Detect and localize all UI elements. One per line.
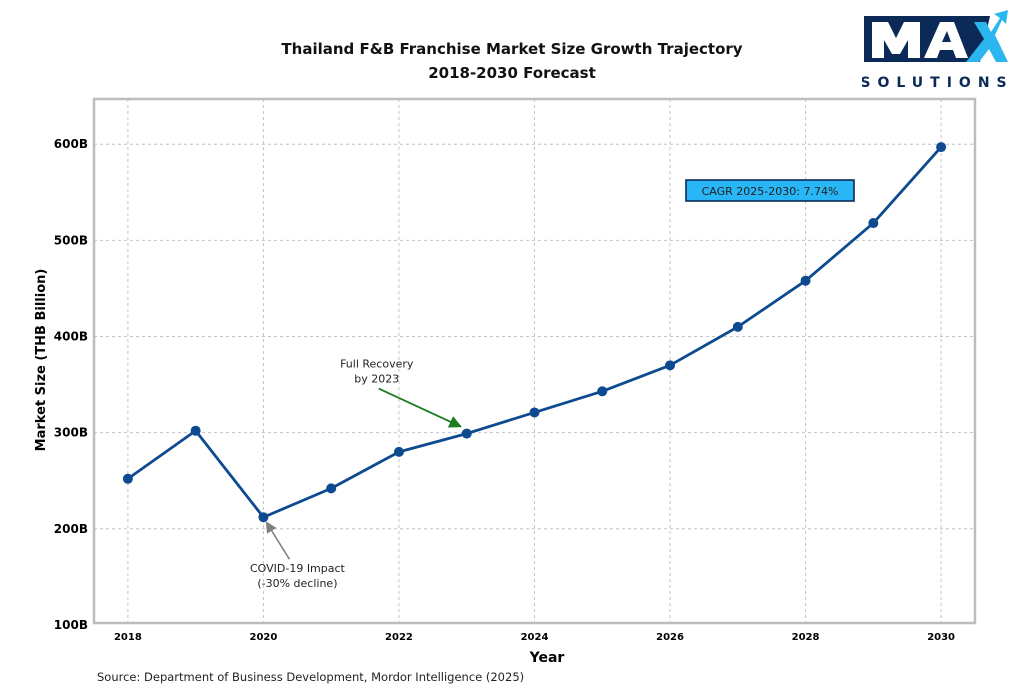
data-point-2024: [529, 407, 540, 418]
max-solutions-logo: SOLUTIONS: [862, 10, 1012, 91]
data-point-2021: [326, 483, 337, 494]
y-axis-ticks: 100B 200B 300B 400B 500B 600B: [54, 137, 88, 632]
grid-lines: [94, 99, 975, 623]
x-tick-label: 2018: [114, 632, 142, 643]
x-tick-label: 2026: [656, 632, 684, 643]
recovery-annotation-line1: Full Recovery: [340, 358, 414, 371]
annotations: COVID-19 Impact (-30% decline) Full Reco…: [250, 179, 855, 590]
data-point-2023: [461, 428, 472, 439]
data-point-2027: [732, 321, 743, 332]
x-tick-label: 2030: [927, 632, 955, 643]
logo-letter-x: [966, 10, 1008, 62]
y-axis-label: Market Size (THB Billion): [34, 269, 49, 452]
data-point-2028: [800, 275, 811, 286]
data-point-2030: [936, 142, 947, 153]
data-point-2026: [665, 360, 676, 371]
data-point-2019: [190, 425, 201, 436]
cagr-label: CAGR 2025-2030: 7.74%: [702, 185, 839, 198]
y-tick-label: 300B: [54, 426, 88, 440]
logo-tagline: SOLUTIONS: [862, 75, 1012, 91]
x-tick-label: 2022: [385, 632, 413, 643]
x-axis-label: Year: [529, 650, 565, 666]
x-tick-label: 2028: [792, 632, 820, 643]
recovery-annotation-arrow: [378, 387, 462, 428]
data-point-2025: [597, 386, 608, 397]
chart-subtitle: 2018-2030 Forecast: [428, 64, 596, 82]
plot-frame: [92, 97, 977, 625]
x-tick-label: 2024: [521, 632, 549, 643]
data-point-2018: [122, 473, 133, 484]
covid-annotation-arrow: [265, 521, 291, 560]
y-tick-label: 400B: [54, 329, 88, 343]
x-axis-ticks: 2018 2020 2022 2024 2026 2028 2030: [114, 632, 955, 643]
x-tick-label: 2020: [250, 632, 278, 643]
source-note: Source: Department of Business Developme…: [97, 670, 525, 684]
data-points: [122, 142, 947, 523]
y-tick-label: 600B: [54, 137, 88, 151]
chart-title: Thailand F&B Franchise Market Size Growt…: [281, 40, 743, 58]
chart-title-block: Thailand F&B Franchise Market Size Growt…: [0, 37, 1024, 85]
data-point-2022: [393, 446, 404, 457]
y-tick-label: 200B: [54, 522, 88, 536]
covid-annotation-line1: COVID-19 Impact: [250, 562, 346, 575]
recovery-annotation-line2: by 2023: [354, 373, 399, 386]
y-tick-label: 500B: [54, 233, 88, 247]
y-tick-label: 100B: [54, 618, 88, 632]
data-point-2029: [868, 218, 879, 229]
covid-annotation-line2: (-30% decline): [257, 577, 337, 590]
data-point-2020: [258, 512, 269, 523]
logo-letter-m: [872, 22, 920, 58]
cagr-box: [685, 179, 855, 202]
